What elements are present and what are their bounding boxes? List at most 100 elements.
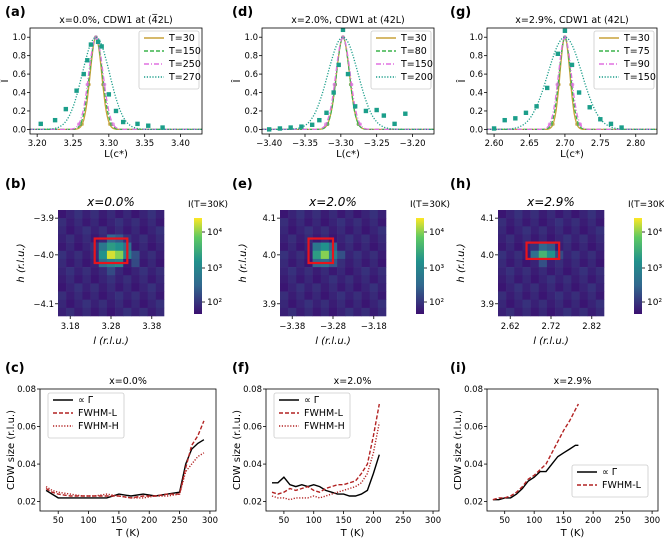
x-tick-label: −3.30: [328, 139, 354, 149]
heatmap-cell: [377, 242, 387, 252]
heatmap-cell: [98, 283, 108, 292]
heatmap-cell: [514, 267, 523, 276]
heatmap-cell: [115, 267, 124, 276]
heatmap-cell: [595, 307, 605, 317]
heatmap-cell: [595, 210, 605, 219]
heatmap-cell: [530, 258, 540, 268]
heatmap-cell: [369, 275, 379, 284]
axes-frame: [39, 388, 217, 512]
y-tick-label: 4.0: [480, 251, 494, 261]
chart-title: x=2.9%: [554, 376, 592, 387]
heatmap-cell: [595, 275, 605, 284]
scatter-point: [598, 117, 603, 122]
heatmap-cell: [328, 210, 338, 219]
heatmap-cell: [538, 234, 548, 243]
legend-label: FWHM-L: [78, 408, 118, 419]
heatmap-cell: [546, 258, 556, 268]
heatmap-cell: [595, 283, 605, 292]
heatmap-cell: [280, 210, 289, 219]
heatmap-cell: [595, 291, 605, 300]
colorbar-label: I(T=30K): [188, 200, 228, 210]
heatmap-cell: [522, 283, 531, 292]
legend-label: T=75: [623, 46, 650, 57]
heatmap-cell: [74, 242, 83, 252]
heatmap-cell: [123, 283, 132, 292]
x-tick-label: 2.75: [591, 139, 610, 149]
heatmap-cell: [579, 218, 588, 227]
heatmap-cell: [538, 210, 548, 219]
heatmap-cell: [123, 267, 132, 276]
heatmap-cell: [361, 210, 370, 219]
y-tick-label: −4.0: [33, 251, 54, 261]
scatter-point: [534, 104, 539, 109]
panel-label-d: (d): [232, 5, 253, 20]
heatmap-cell: [296, 210, 305, 219]
heatmap-cell: [58, 226, 67, 235]
heatmap-cell: [139, 283, 148, 292]
heatmap-cell: [139, 250, 148, 260]
heatmap-cell: [555, 210, 564, 219]
y-tick-label: 1.0: [244, 33, 258, 43]
legend-label: T=250: [168, 59, 201, 70]
heatmap-cell: [90, 299, 100, 309]
heatmap-cell: [82, 234, 91, 243]
x-axis-label: l (r.l.u.): [93, 336, 129, 347]
heatmap-cell: [155, 250, 165, 260]
x-tick-label: 2.60: [485, 139, 504, 149]
heatmap-cell: [98, 291, 108, 300]
scatter-point: [288, 125, 293, 130]
heatmap-cell: [579, 291, 588, 300]
y-tick-label: 0.2: [12, 107, 26, 117]
heatmap-cell: [123, 299, 132, 309]
y-tick-label: 0.06: [464, 423, 483, 433]
heatmap-cell: [328, 226, 338, 235]
heatmap-cell: [74, 267, 83, 276]
y-tick-label: 0.6: [469, 70, 483, 80]
x-tick-label: 2.72: [542, 322, 561, 332]
heatmap-cell: [546, 242, 556, 252]
heatmap-cell: [579, 250, 588, 260]
heatmap-cell: [538, 283, 548, 292]
heatmap-cell: [546, 299, 556, 309]
x-tick-label: 50: [53, 516, 64, 526]
scatter-point: [619, 125, 624, 130]
heatmap-cell: [538, 275, 548, 284]
scatter-point: [555, 51, 561, 57]
heatmap-cell: [563, 283, 572, 292]
heatmap-cell: [546, 275, 556, 284]
heatmap-cell: [296, 275, 305, 284]
legend: T=30 T=150 T=250 T=270: [138, 30, 201, 90]
heatmap-cell: [106, 250, 116, 260]
heatmap-cell: [514, 226, 523, 235]
heatmap-cell: [514, 218, 523, 227]
heatmap-cell: [571, 299, 580, 309]
heatmap-cell: [320, 291, 330, 300]
heatmap-cell: [155, 226, 165, 235]
heatmap-cell: [66, 210, 75, 219]
x-tick-label: 50: [278, 516, 289, 526]
heatmap-cell: [361, 275, 370, 284]
scatter-point: [309, 122, 315, 127]
scatter-point: [85, 58, 90, 63]
heatmap-cell: [555, 267, 564, 276]
heatmap-cell: [345, 226, 354, 235]
heatmap-cell: [304, 226, 313, 235]
heatmap-cell: [361, 250, 370, 260]
heatmap-cell: [587, 234, 597, 243]
heatmap-cell: [345, 234, 354, 243]
heatmap-cell: [522, 258, 531, 268]
x-tick-label: 3.25: [64, 139, 83, 149]
scatter-point: [587, 105, 592, 110]
heatmap-cell: [345, 218, 354, 227]
x-tick-label: 50: [499, 516, 510, 526]
heatmap-cell: [82, 258, 91, 268]
x-tick-label: −3.40: [256, 139, 282, 149]
heatmap-cell: [320, 218, 330, 227]
heatmap-cell: [369, 242, 379, 252]
heatmap-cell: [74, 307, 83, 317]
heatmap-cell: [506, 275, 515, 284]
plot-area: [262, 28, 434, 132]
legend-label: T=150: [400, 59, 433, 70]
heatmap-cell: [288, 258, 297, 268]
heatmap-cell: [106, 226, 116, 235]
